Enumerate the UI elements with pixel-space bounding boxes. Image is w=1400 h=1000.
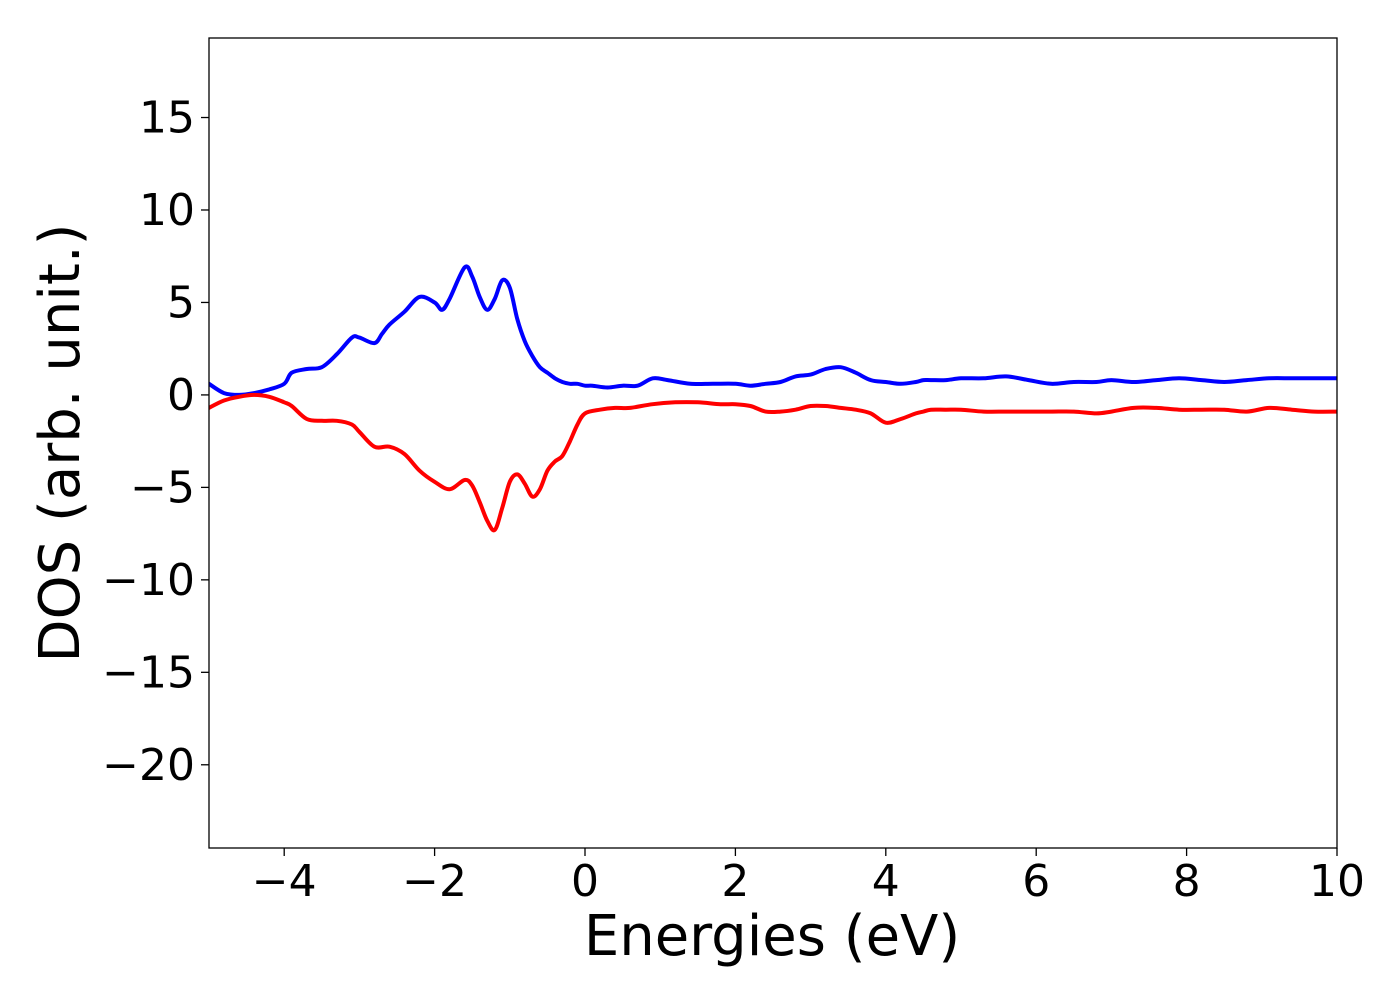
y-axis: −20 −15 −10 −5 0 5 10 15 (102, 93, 209, 791)
x-axis-title: Energies (eV) (584, 904, 960, 969)
x-tick-label: 10 (1309, 856, 1365, 907)
x-tick-label: 8 (1173, 856, 1201, 907)
y-axis-title: DOS (arb. unit.) (28, 223, 93, 662)
x-tick-label: 4 (872, 856, 900, 907)
series-layer (209, 264, 1337, 533)
y-tick-label: 0 (167, 370, 195, 421)
plot-background (209, 38, 1337, 848)
x-tick-label: 2 (721, 856, 749, 907)
series-line-1 (209, 392, 1337, 533)
y-tick-label: −10 (102, 555, 195, 606)
y-tick-label: −20 (102, 740, 195, 791)
y-tick-label: 10 (139, 185, 195, 236)
series-line-0 (209, 264, 1337, 397)
y-tick-label: 5 (167, 277, 195, 328)
x-tick-label: 6 (1022, 856, 1050, 907)
x-tick-label: −4 (252, 856, 317, 907)
x-tick-label: −2 (402, 856, 467, 907)
x-tick-label: 0 (571, 856, 599, 907)
y-tick-label: −15 (102, 647, 195, 698)
plot-frame (208, 37, 1338, 849)
y-tick-label: −5 (130, 462, 195, 513)
x-axis: −4 −2 0 2 4 6 8 10 (252, 848, 1365, 907)
y-tick-label: 15 (139, 93, 195, 144)
